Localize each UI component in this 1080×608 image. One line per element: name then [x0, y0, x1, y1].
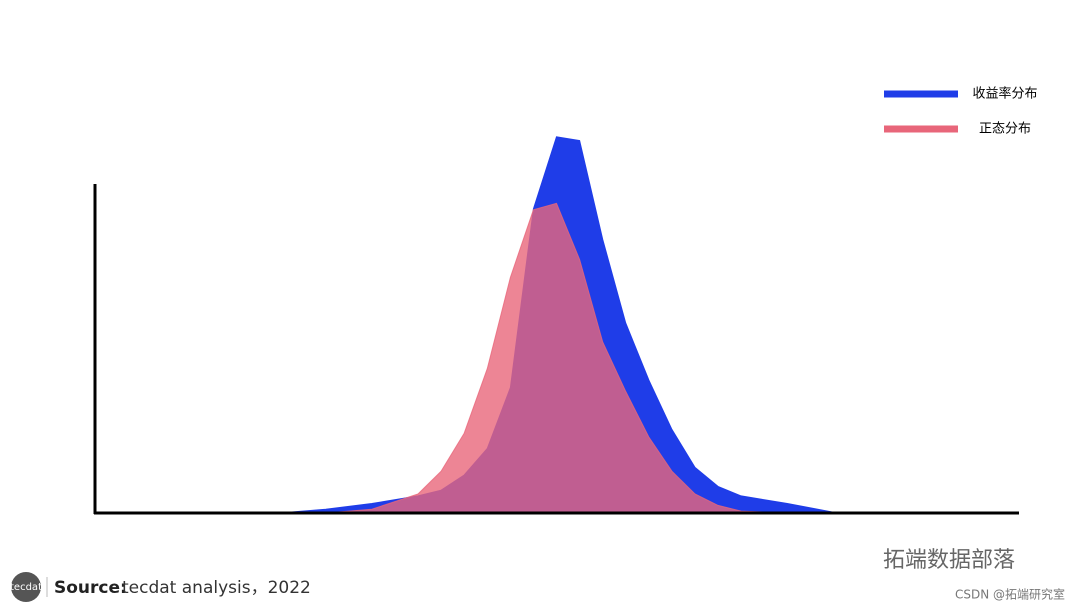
logo: tecdat: [10, 582, 42, 593]
watermark: 拓端数据部落: [883, 548, 1015, 573]
plot: [95, 136, 1018, 514]
area-line: [95, 136, 1018, 514]
area-fill: [95, 203, 1018, 514]
source-text: tecdat analysis，2022: [122, 578, 311, 598]
source-label: Source:: [54, 578, 127, 598]
area-line: [95, 202, 1018, 514]
logo-badge: [11, 572, 41, 602]
legend-label: 正态分布: [979, 122, 1031, 137]
legend-label: 收益率分布: [972, 86, 1037, 102]
credit: CSDN @拓端研究室: [955, 587, 1065, 602]
